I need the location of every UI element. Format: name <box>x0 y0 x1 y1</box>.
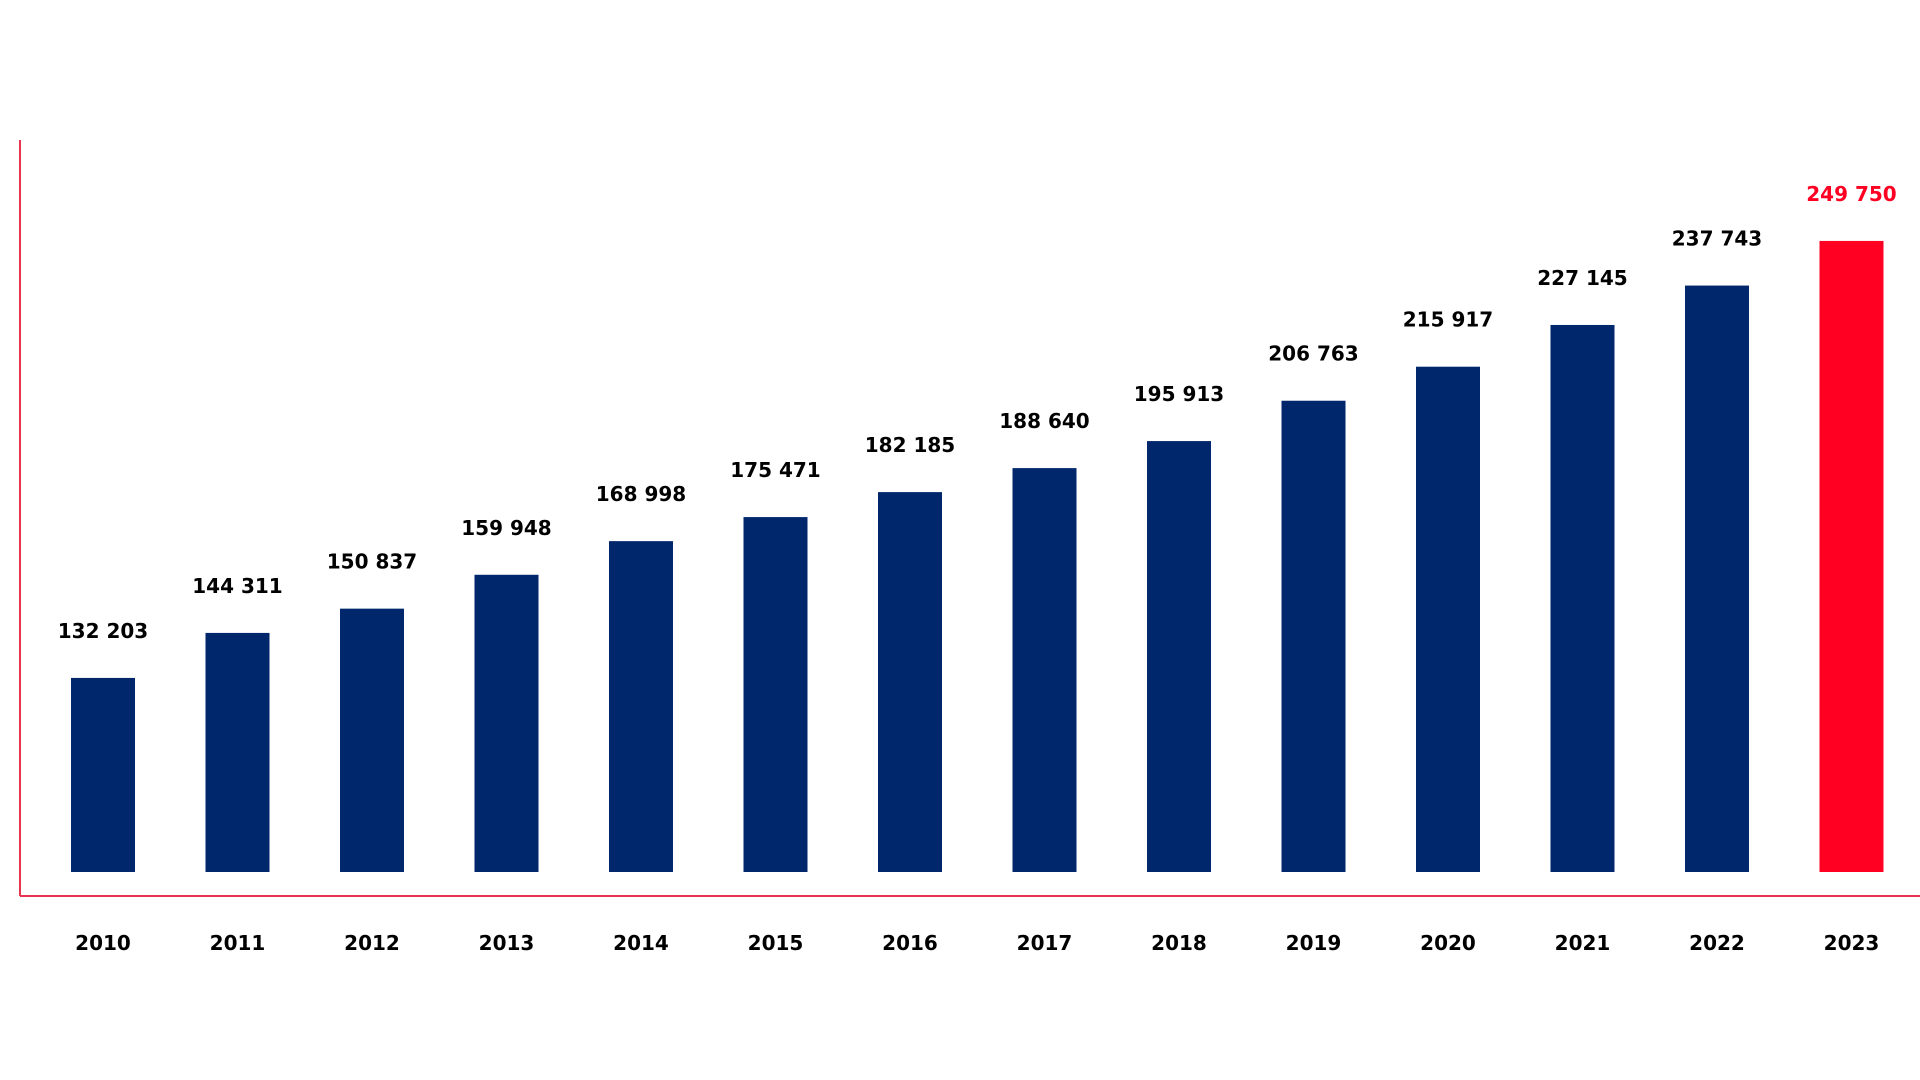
x-tick-label-2014: 2014 <box>613 931 669 955</box>
bar-2015 <box>743 517 808 872</box>
bar-2017 <box>1012 468 1077 872</box>
x-tick-label-2022: 2022 <box>1689 931 1745 955</box>
bar-2012 <box>340 608 404 872</box>
bar-2016 <box>878 492 942 872</box>
bar-2022 <box>1685 285 1749 872</box>
x-tick-label-2019: 2019 <box>1286 931 1342 955</box>
data-label-2012: 150 837 <box>327 550 417 574</box>
data-label-2011: 144 311 <box>192 574 282 598</box>
bar-2013 <box>474 574 539 872</box>
bar-2018 <box>1147 441 1211 872</box>
data-label-2016: 182 185 <box>865 433 955 457</box>
data-label-2014: 168 998 <box>596 482 686 506</box>
data-labels-group: 132 203 144 311 150 837 159 948 168 998 175 4… <box>58 182 1897 643</box>
data-label-2020: 215 917 <box>1403 308 1493 332</box>
x-tick-label-2015: 2015 <box>748 931 804 955</box>
bar-2019 <box>1281 400 1346 872</box>
x-tick-label-2013: 2013 <box>479 931 535 955</box>
data-label-2023: 249 750 <box>1806 182 1896 206</box>
data-label-2015: 175 471 <box>730 458 820 482</box>
data-label-2010: 132 203 <box>58 619 148 643</box>
x-tick-label-2010: 2010 <box>75 931 131 955</box>
data-label-2021: 227 145 <box>1537 266 1627 290</box>
bar-2010 <box>71 677 135 872</box>
bar-2014 <box>609 541 673 872</box>
x-tick-label-2016: 2016 <box>882 931 938 955</box>
x-tick-label-2020: 2020 <box>1420 931 1476 955</box>
data-label-2013: 159 948 <box>461 516 551 540</box>
x-tick-label-2023: 2023 <box>1824 931 1880 955</box>
x-tick-labels-group: 2010 2011 2012 2013 2014 2015 2016 2017 2018 2019… <box>75 931 1879 955</box>
x-tick-label-2018: 2018 <box>1151 931 1207 955</box>
bar-2011 <box>205 632 270 872</box>
data-label-2019: 206 763 <box>1268 342 1358 366</box>
data-label-2022: 237 743 <box>1672 227 1762 251</box>
bar-2023 <box>1819 240 1884 872</box>
x-tick-label-2021: 2021 <box>1555 931 1611 955</box>
data-label-2018: 195 913 <box>1134 382 1224 406</box>
bar-2021 <box>1550 324 1615 873</box>
bar-2020 <box>1416 366 1480 872</box>
bars-group <box>71 240 1884 873</box>
x-tick-label-2012: 2012 <box>344 931 400 955</box>
x-tick-label-2017: 2017 <box>1017 931 1073 955</box>
data-label-2017: 188 640 <box>999 409 1089 433</box>
x-tick-label-2011: 2011 <box>210 931 266 955</box>
